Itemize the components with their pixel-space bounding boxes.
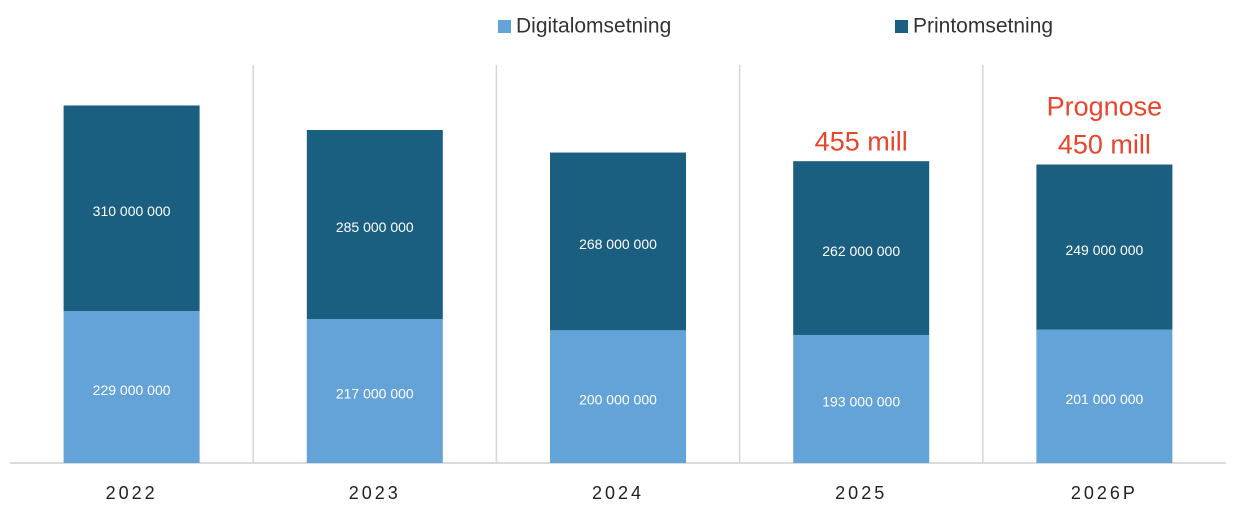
- bar-segment: [306, 319, 443, 463]
- x-tick-label: 2022: [106, 483, 158, 503]
- annotation: Prognose: [1047, 92, 1163, 122]
- annotation: 455 mill: [815, 126, 908, 156]
- bar-segment: [793, 161, 930, 335]
- bar-segment: [1036, 329, 1173, 463]
- value-label: 200 000 000: [579, 391, 657, 407]
- value-label: 201 000 000: [1065, 391, 1143, 407]
- x-tick-label: 2026P: [1071, 483, 1138, 503]
- value-label: 229 000 000: [93, 382, 171, 398]
- annotation: 450 mill: [1058, 130, 1151, 160]
- value-label: 193 000 000: [822, 394, 900, 410]
- legend-label: Digitalomsetning: [516, 15, 671, 38]
- x-tick-label: 2023: [349, 483, 401, 503]
- legend-label: Printomsetning: [913, 15, 1053, 38]
- bar-segment: [63, 311, 200, 463]
- bar-segment: [550, 330, 686, 463]
- value-label: 268 000 000: [579, 236, 657, 252]
- value-label: 262 000 000: [822, 243, 900, 259]
- x-tick-label: 2024: [592, 483, 644, 503]
- legend-swatch: [498, 20, 511, 33]
- value-label: 285 000 000: [336, 219, 414, 235]
- bar-segment: [793, 334, 930, 463]
- bar-segment: [306, 130, 443, 320]
- x-tick-label: 2025: [835, 483, 887, 503]
- bar-segment: [1036, 164, 1173, 330]
- value-label: 249 000 000: [1065, 242, 1143, 258]
- bar-segment: [63, 105, 200, 312]
- value-label: 217 000 000: [336, 386, 414, 402]
- bar-segment: [550, 152, 686, 331]
- value-label: 310 000 000: [93, 203, 171, 219]
- legend-swatch: [895, 20, 908, 33]
